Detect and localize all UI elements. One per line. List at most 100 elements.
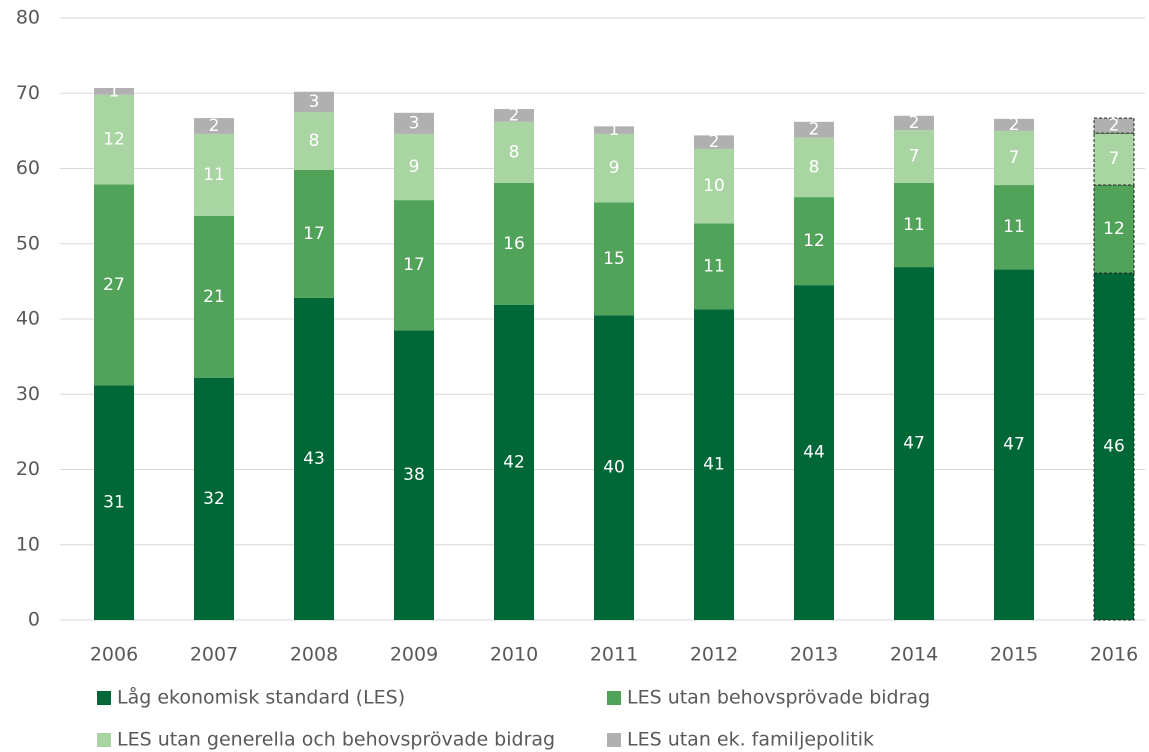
legend-label: Låg ekonomisk standard (LES) xyxy=(117,686,405,709)
data-label: 12 xyxy=(803,231,825,251)
bar-segment xyxy=(894,115,934,131)
data-label: 11 xyxy=(903,215,925,235)
legend-swatch xyxy=(607,691,621,705)
bar-segment xyxy=(694,223,734,310)
x-tick-label: 2015 xyxy=(990,644,1038,666)
bar-segment xyxy=(194,377,234,620)
data-label: 2 xyxy=(709,132,720,152)
bar-segment xyxy=(994,130,1034,186)
data-label: 38 xyxy=(403,465,425,485)
data-label: 2 xyxy=(809,120,820,140)
x-tick-label: 2009 xyxy=(390,644,438,666)
bar-segment xyxy=(894,182,934,268)
bar-segment xyxy=(694,135,734,149)
y-tick-label: 70 xyxy=(16,82,40,104)
y-tick-label: 40 xyxy=(16,308,40,330)
bar-segment xyxy=(994,185,1034,270)
bar-segment xyxy=(394,330,434,620)
x-tick-label: 2007 xyxy=(190,644,238,666)
data-label: 1 xyxy=(609,120,620,140)
data-label: 17 xyxy=(403,255,425,275)
data-label: 43 xyxy=(303,449,325,469)
y-tick-label: 80 xyxy=(16,7,40,29)
legend-swatch xyxy=(97,691,111,705)
bar-segment xyxy=(494,182,534,305)
data-label: 2 xyxy=(209,116,220,136)
legend-label: LES utan behovsprövade bidrag xyxy=(627,687,930,709)
y-tick-label: 30 xyxy=(16,383,40,405)
bar-segment xyxy=(1093,132,1135,186)
bar-segment xyxy=(594,126,634,134)
bar-segment xyxy=(94,385,134,620)
data-label: 11 xyxy=(703,256,725,276)
x-tick-label: 2008 xyxy=(290,644,338,666)
data-label: 2 xyxy=(1009,115,1020,135)
legend-swatch xyxy=(607,733,621,747)
x-tick-label: 2011 xyxy=(590,644,638,666)
data-label: 2 xyxy=(509,105,520,125)
bar-segment xyxy=(794,197,834,286)
data-label: 7 xyxy=(1109,149,1120,169)
data-label: 46 xyxy=(1103,437,1125,457)
bar-segment xyxy=(794,121,834,138)
data-label: 27 xyxy=(103,275,125,295)
data-label: 47 xyxy=(903,434,925,454)
data-label: 12 xyxy=(103,130,125,150)
bar-segment xyxy=(494,109,534,122)
x-tick-label: 2016 xyxy=(1090,644,1138,666)
bar-segment xyxy=(1093,117,1135,134)
bar-segment xyxy=(394,133,434,201)
data-label: 1 xyxy=(109,81,120,101)
data-label: 16 xyxy=(503,234,525,254)
data-label: 8 xyxy=(809,157,820,177)
bar-segment xyxy=(394,112,434,134)
bar-segment xyxy=(294,91,334,113)
data-label: 42 xyxy=(503,452,525,472)
data-label: 3 xyxy=(409,113,420,133)
data-label: 31 xyxy=(103,493,125,513)
bar-segment xyxy=(194,118,234,134)
data-label: 15 xyxy=(603,249,625,269)
bar-segment xyxy=(1093,184,1135,274)
data-label: 44 xyxy=(803,443,825,463)
data-label: 8 xyxy=(509,142,520,162)
bar-segment xyxy=(594,202,634,316)
bar-segment xyxy=(894,267,934,620)
x-tick-label: 2013 xyxy=(790,644,838,666)
data-label: 2 xyxy=(909,113,920,133)
data-label: 2 xyxy=(1109,116,1120,136)
bar-segment xyxy=(694,309,734,620)
bar-segment xyxy=(94,94,134,185)
y-tick-label: 20 xyxy=(16,458,40,480)
bar-segment xyxy=(94,87,134,95)
bar-segment xyxy=(394,200,434,331)
bar-segment xyxy=(294,170,334,298)
data-label: 21 xyxy=(203,287,225,307)
bar-segment xyxy=(194,215,234,378)
x-tick-label: 2014 xyxy=(890,644,938,666)
data-label: 11 xyxy=(1003,217,1025,237)
data-label: 17 xyxy=(303,224,325,244)
data-label: 11 xyxy=(203,165,225,185)
data-label: 3 xyxy=(309,92,320,112)
data-label: 9 xyxy=(409,157,420,177)
bar-segment xyxy=(594,315,634,620)
data-label: 9 xyxy=(609,158,620,178)
bar-segment xyxy=(794,137,834,198)
bar-segment xyxy=(294,112,334,171)
bar-segment xyxy=(294,297,334,620)
y-tick-label: 50 xyxy=(16,232,40,254)
data-label: 47 xyxy=(1003,435,1025,455)
data-label: 7 xyxy=(909,146,920,166)
legend-label: LES utan generella och behovsprövade bid… xyxy=(117,729,555,751)
legend-label: LES utan ek. familjepolitik xyxy=(627,729,874,751)
bar-segment xyxy=(594,133,634,203)
bar-segment xyxy=(494,304,534,620)
bar-segment xyxy=(994,269,1034,620)
data-label: 40 xyxy=(603,458,625,478)
bar-segment xyxy=(794,285,834,620)
data-label: 12 xyxy=(1103,219,1125,239)
x-tick-label: 2012 xyxy=(690,644,738,666)
